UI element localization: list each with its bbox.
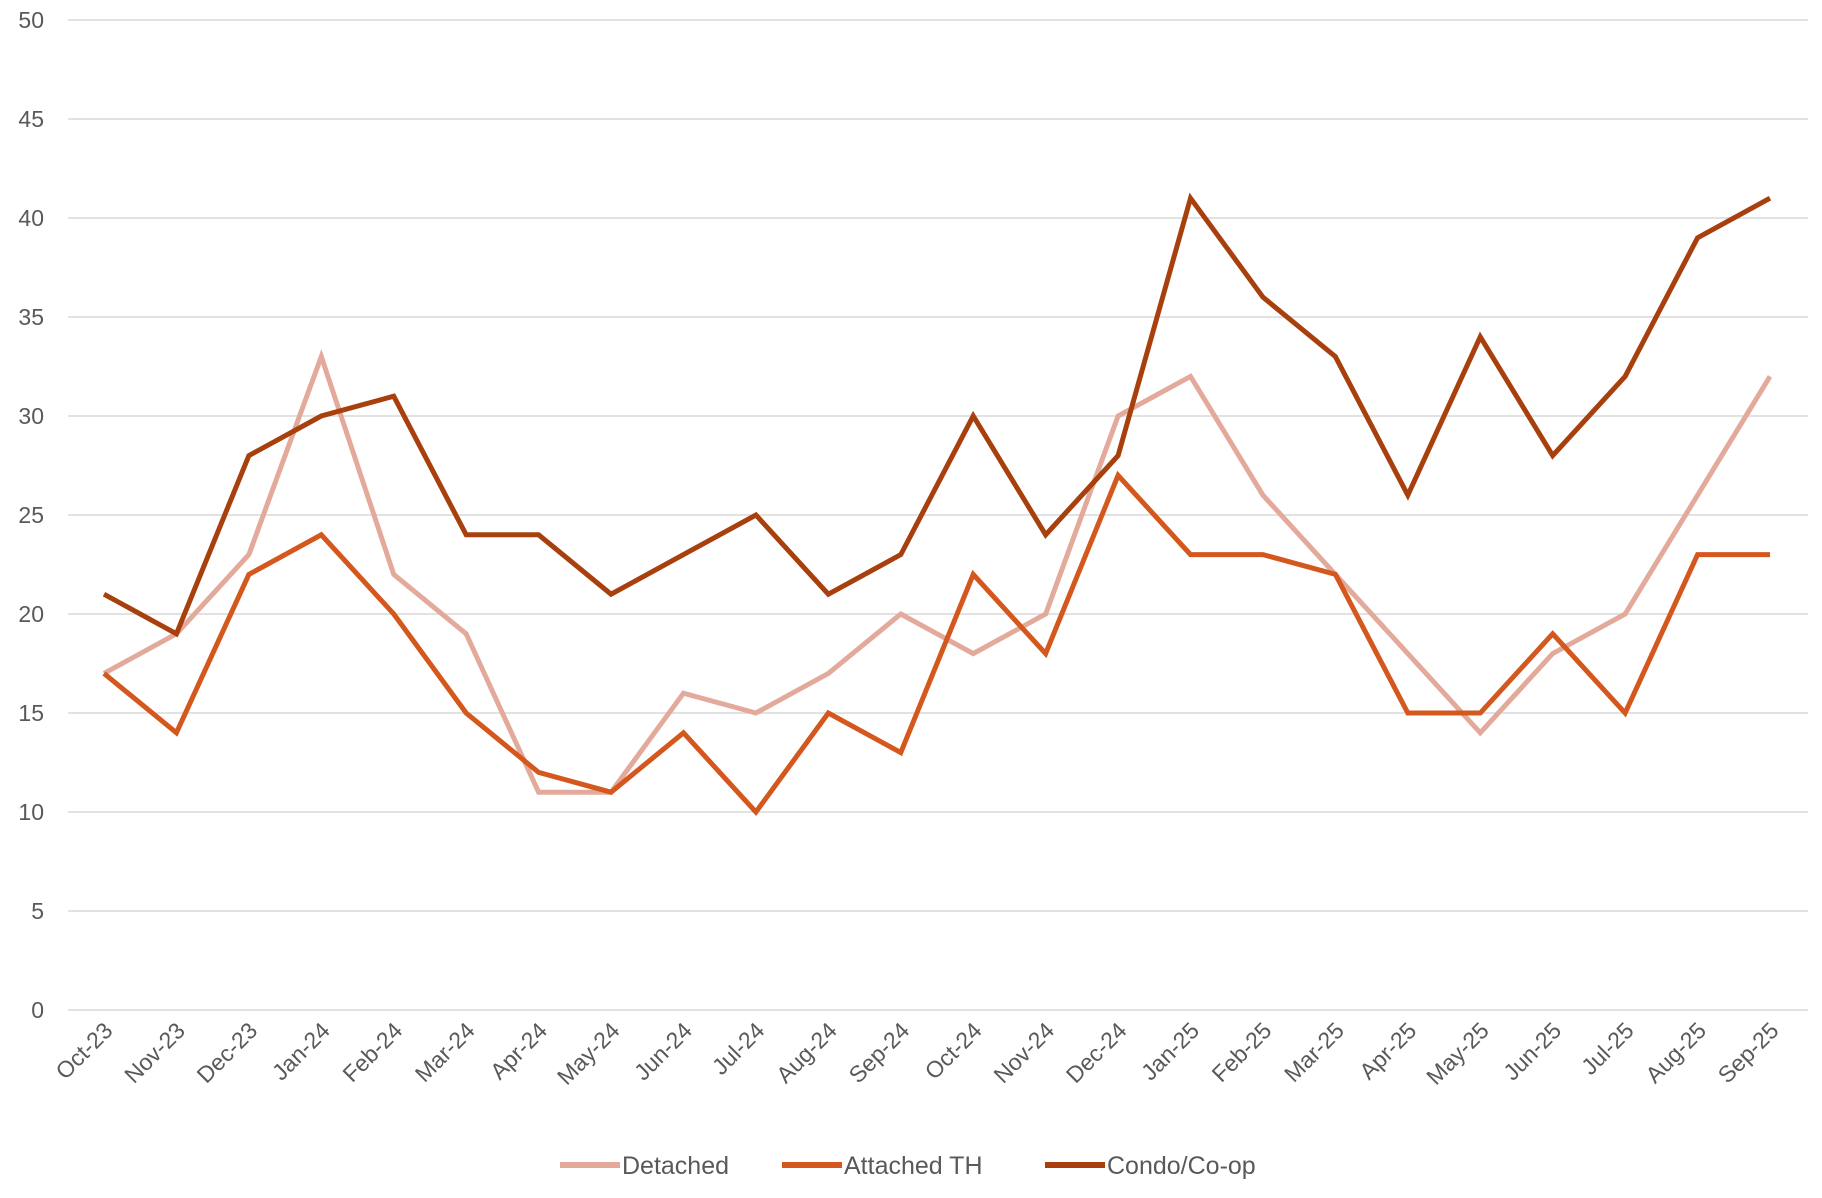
x-tick-label: Apr-24 [485, 1017, 552, 1084]
legend: Detached Attached TH Condo/Co-op [560, 1152, 1256, 1180]
y-tick-label: 20 [18, 601, 44, 627]
x-tick-label: Mar-25 [1279, 1017, 1349, 1087]
y-axis-tick-labels: 0 5 10 15 20 25 30 35 40 45 50 [18, 7, 44, 1023]
x-tick-label: Feb-25 [1207, 1017, 1277, 1087]
y-tick-label: 5 [31, 898, 44, 924]
x-tick-label: May-24 [552, 1017, 625, 1090]
x-tick-label: Apr-25 [1354, 1017, 1421, 1084]
x-tick-label: Jul-24 [707, 1017, 770, 1080]
x-tick-label: Jun-24 [629, 1017, 697, 1085]
x-tick-label: Jun-25 [1498, 1017, 1566, 1085]
x-tick-label: Jan-24 [267, 1017, 335, 1085]
x-tick-label: Nov-23 [119, 1017, 190, 1088]
x-tick-label: Jul-25 [1576, 1017, 1639, 1080]
legend-label: Condo/Co-op [1107, 1152, 1256, 1180]
y-tick-label: 25 [18, 502, 44, 528]
series-lines [102, 192, 1773, 816]
x-tick-label: Nov-24 [988, 1017, 1059, 1088]
x-axis-tick-labels: Oct-23 Nov-23 Dec-23 Jan-24 Feb-24 Mar-24 Apr-… [50, 1017, 1783, 1090]
x-tick-label: Dec-24 [1061, 1017, 1132, 1088]
x-tick-label: Oct-23 [50, 1017, 117, 1084]
legend-label: Attached TH [844, 1152, 983, 1180]
x-tick-label: Dec-23 [192, 1017, 263, 1088]
legend-item-condo-co-op: Condo/Co-op [1045, 1152, 1256, 1180]
gridlines [68, 19, 1808, 1011]
x-tick-label: Feb-24 [337, 1017, 407, 1087]
legend-label: Detached [622, 1152, 729, 1180]
x-tick-label: Aug-24 [771, 1017, 842, 1088]
y-tick-label: 35 [18, 304, 44, 330]
series-line-detached [102, 349, 1773, 795]
series-line-condo-co-op [102, 192, 1772, 638]
x-tick-label: Jan-25 [1136, 1017, 1204, 1085]
y-tick-label: 30 [18, 403, 44, 429]
x-tick-label: Aug-25 [1640, 1017, 1711, 1088]
x-tick-label: Oct-24 [920, 1017, 987, 1084]
y-tick-label: 15 [18, 700, 44, 726]
y-tick-label: 0 [31, 997, 44, 1023]
x-tick-label: Sep-25 [1713, 1017, 1784, 1088]
y-tick-label: 10 [18, 799, 44, 825]
y-tick-label: 50 [18, 7, 44, 33]
y-tick-label: 40 [18, 205, 44, 231]
x-tick-label: Mar-24 [410, 1017, 480, 1087]
series-line-attached-th [102, 470, 1770, 816]
legend-item-attached-th: Attached TH [782, 1152, 983, 1180]
x-tick-label: May-25 [1421, 1017, 1494, 1090]
y-tick-label: 45 [18, 106, 44, 132]
legend-item-detached: Detached [560, 1152, 729, 1180]
x-tick-label: Sep-24 [843, 1017, 914, 1088]
